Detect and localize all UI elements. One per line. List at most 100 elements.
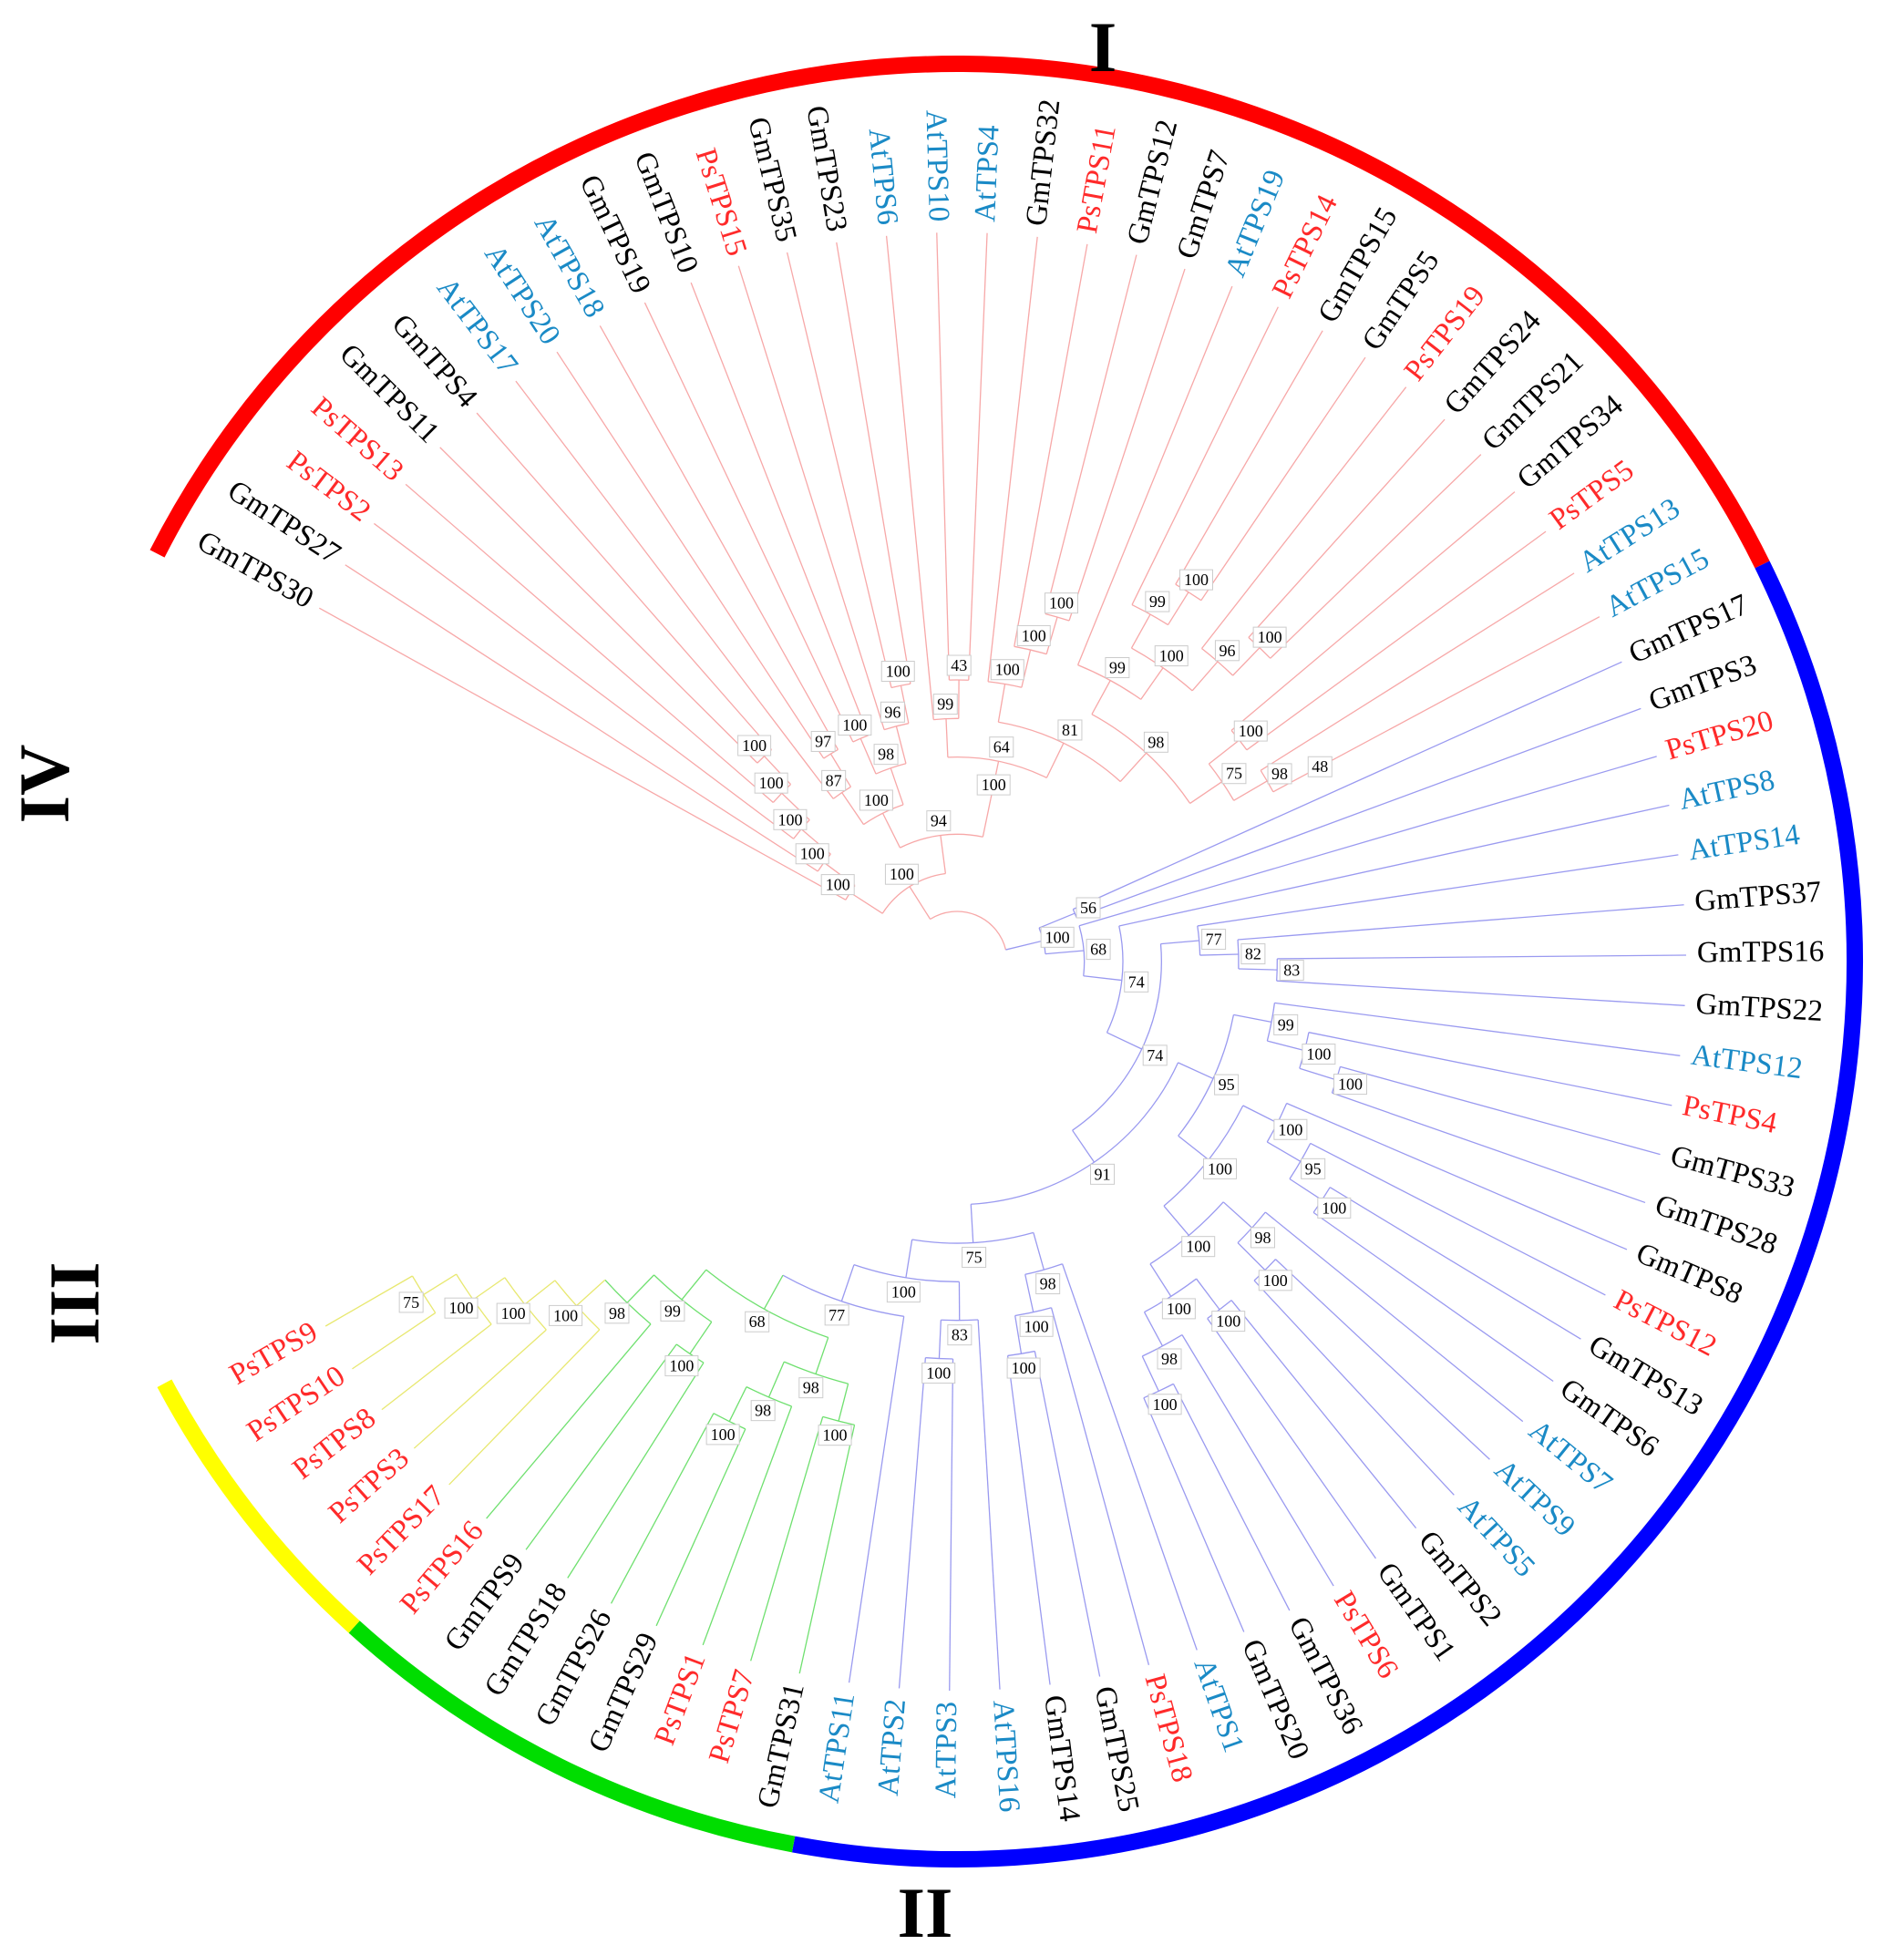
bootstrap-box bbox=[1142, 1044, 1168, 1066]
bootstrap-label: 96 bbox=[880, 701, 905, 723]
branch-arc bbox=[1024, 1263, 1063, 1275]
bootstrap-value: 100 bbox=[553, 1306, 578, 1324]
branch-arc bbox=[852, 735, 869, 743]
bootstrap-value: 100 bbox=[1184, 571, 1209, 589]
branch-line bbox=[1024, 1274, 1034, 1312]
bootstrap-value: 100 bbox=[1306, 1045, 1331, 1064]
branch-line bbox=[1308, 1032, 1672, 1106]
bootstrap-box bbox=[921, 1363, 956, 1384]
branch-line bbox=[1253, 1280, 1455, 1496]
bootstrap-box bbox=[818, 1425, 852, 1446]
leaf-label: PsTPS18 bbox=[1138, 1671, 1199, 1785]
bootstrap-label: 100 bbox=[1148, 1394, 1182, 1415]
bootstrap-label: 99 bbox=[932, 694, 958, 715]
leaf-label: GmTPS25 bbox=[1088, 1683, 1146, 1815]
bootstrap-box bbox=[798, 1377, 824, 1399]
branch-line bbox=[1033, 1232, 1045, 1271]
bootstrap-label: 100 bbox=[1019, 1315, 1054, 1337]
bootstrap-value: 75 bbox=[966, 1248, 983, 1266]
bootstrap-label: 99 bbox=[1145, 591, 1170, 612]
branch-line bbox=[476, 412, 772, 750]
leaf-label: AtTPS3 bbox=[930, 1702, 963, 1799]
branch-line bbox=[949, 1358, 954, 1691]
branch-line bbox=[324, 1275, 413, 1327]
bootstrap-value: 98 bbox=[1040, 1275, 1056, 1293]
bootstrap-box bbox=[496, 1302, 530, 1324]
bootstrap-label: 83 bbox=[1279, 959, 1304, 981]
branch-arc bbox=[900, 833, 983, 849]
bootstrap-value: 98 bbox=[1271, 765, 1288, 783]
bootstrap-box bbox=[1307, 756, 1333, 777]
branch-line bbox=[1233, 780, 1268, 801]
bootstrap-box bbox=[795, 843, 829, 865]
bootstrap-label: 64 bbox=[989, 736, 1014, 758]
bootstrap-label: 95 bbox=[1214, 1074, 1240, 1096]
branch-line bbox=[1289, 1178, 1323, 1201]
bootstrap-box bbox=[444, 1297, 479, 1319]
bootstrap-box bbox=[664, 1355, 699, 1377]
bootstrap-box bbox=[773, 808, 808, 830]
branch-line bbox=[1267, 1040, 1305, 1052]
branch-line bbox=[1172, 1384, 1291, 1611]
branch-line bbox=[1091, 680, 1111, 715]
branch-line bbox=[1200, 386, 1407, 649]
branch-line bbox=[1045, 950, 1085, 955]
branch-line bbox=[728, 1386, 747, 1422]
leaf-label: AtTPS10 bbox=[919, 109, 954, 222]
bootstrap-label: 100 bbox=[838, 715, 872, 736]
clade-ring-III bbox=[348, 1621, 796, 1853]
branch-line bbox=[576, 1279, 606, 1307]
bootstrap-box bbox=[1105, 657, 1130, 679]
bootstrap-label: 100 bbox=[921, 1363, 956, 1384]
branch-line bbox=[1191, 661, 1219, 692]
bootstrap-value: 100 bbox=[995, 661, 1020, 679]
bootstrap-value: 100 bbox=[1338, 1075, 1363, 1094]
bootstrap-label: 100 bbox=[1233, 720, 1268, 742]
leaf-label: GmTPS16 bbox=[1697, 935, 1825, 969]
branch-line bbox=[1306, 616, 1600, 775]
branch-line bbox=[374, 522, 795, 839]
bootstrap-box bbox=[932, 694, 958, 715]
branch-arc bbox=[822, 1415, 855, 1426]
bootstrap-box bbox=[1145, 591, 1170, 612]
bootstrap-box bbox=[1201, 929, 1227, 951]
branch-line bbox=[1329, 1187, 1581, 1340]
bootstrap-box bbox=[1016, 624, 1051, 646]
leaf-label: GmTPS14 bbox=[1037, 1693, 1086, 1824]
leaf-label: GmTPS7 bbox=[1170, 147, 1237, 263]
bootstrap-label: 100 bbox=[444, 1297, 479, 1319]
branch-line bbox=[1149, 1263, 1172, 1297]
branch-line bbox=[1005, 940, 1044, 951]
bootstrap-value: 68 bbox=[1090, 941, 1106, 959]
branch-line bbox=[1232, 647, 1261, 676]
bootstrap-box bbox=[947, 1324, 973, 1346]
branch-line bbox=[1340, 1065, 1661, 1156]
branch-line bbox=[1034, 1351, 1101, 1677]
branch-line bbox=[1130, 613, 1151, 649]
bootstrap-value: 68 bbox=[749, 1312, 766, 1331]
leaf-label: PsTPS11 bbox=[1071, 122, 1123, 235]
branch-arc bbox=[782, 1274, 904, 1317]
branch-line bbox=[1050, 1307, 1150, 1666]
bootstrap-box bbox=[1240, 943, 1266, 965]
branch-line bbox=[836, 242, 911, 684]
branch-line bbox=[1207, 1318, 1376, 1559]
bootstrap-box bbox=[989, 736, 1014, 758]
bootstrap-box bbox=[1045, 592, 1079, 614]
bootstrap-value: 94 bbox=[931, 812, 947, 830]
bootstrap-box bbox=[859, 789, 893, 811]
bootstrap-value: 98 bbox=[1148, 733, 1164, 751]
branch-line bbox=[1264, 1211, 1524, 1423]
branch-line bbox=[1270, 454, 1482, 659]
bootstrap-box bbox=[1267, 763, 1292, 785]
bootstrap-label: 100 bbox=[884, 863, 919, 885]
bootstrap-label: 68 bbox=[1086, 939, 1111, 961]
branch-arc bbox=[1045, 612, 1070, 622]
branch-line bbox=[525, 1343, 677, 1550]
leaf-label: AtTPS11 bbox=[813, 1691, 862, 1806]
bootstrap-label: 98 bbox=[1267, 763, 1292, 785]
bootstrap-value: 98 bbox=[609, 1304, 625, 1322]
bootstrap-value: 43 bbox=[951, 656, 967, 674]
bootstrap-box bbox=[1333, 1074, 1367, 1096]
